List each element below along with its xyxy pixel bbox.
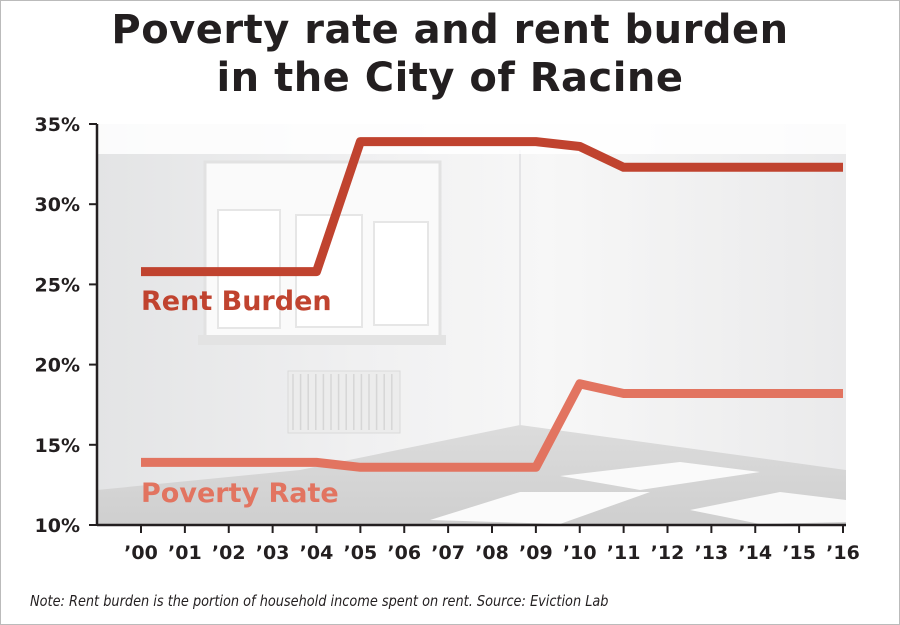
chart-title-line-2: in the City of Racine bbox=[216, 55, 684, 101]
chart-note: Note: Rent burden is the portion of hous… bbox=[30, 592, 609, 610]
series-layer bbox=[141, 137, 843, 472]
floor-light-patch bbox=[430, 492, 650, 524]
axes: 35% 30% 25% 20% 15% 10% ’00 ’01 ’02 ’03 ’04 ’05 ’06 ’… bbox=[35, 114, 860, 564]
floor-light-patch bbox=[690, 492, 846, 524]
x-tick-label: ’05 bbox=[344, 542, 378, 564]
x-tick-label: ’08 bbox=[475, 542, 509, 564]
chart-title-line-1: Poverty rate and rent burden bbox=[111, 7, 789, 53]
x-tick-label: ’04 bbox=[300, 542, 334, 564]
x-tick-label: ’03 bbox=[256, 542, 290, 564]
radiator-body bbox=[287, 370, 401, 434]
x-tick-label: ’00 bbox=[124, 542, 158, 564]
x-tick-label: ’14 bbox=[738, 542, 772, 564]
x-tick-label: ’13 bbox=[695, 542, 729, 564]
series-poverty-rate bbox=[141, 379, 843, 472]
x-tick-label: ’06 bbox=[387, 542, 421, 564]
series-labels: Rent Burden Poverty Rate bbox=[141, 286, 339, 509]
x-tick-label: ’15 bbox=[782, 542, 816, 564]
floor bbox=[97, 425, 846, 525]
series-rent-burden bbox=[141, 137, 843, 277]
y-tick-label: 15% bbox=[35, 435, 80, 457]
y-tick-label: 20% bbox=[35, 355, 80, 377]
series-line-poverty-rate bbox=[141, 379, 843, 472]
y-tick-label: 10% bbox=[35, 515, 80, 537]
x-tick-label: ’02 bbox=[212, 542, 246, 564]
y-tick-label: 35% bbox=[35, 114, 80, 136]
y-tick-label: 25% bbox=[35, 274, 80, 296]
radiator bbox=[287, 370, 401, 434]
x-tick-label: ’01 bbox=[168, 542, 202, 564]
window-pane bbox=[373, 221, 429, 326]
x-tick-label: ’10 bbox=[563, 542, 597, 564]
y-tick-label: 30% bbox=[35, 194, 80, 216]
background-room-photo bbox=[97, 124, 846, 525]
floor-light-patch bbox=[560, 462, 760, 490]
x-tick-label: ’11 bbox=[607, 542, 641, 564]
x-tick-label: ’07 bbox=[431, 542, 465, 564]
series-label-poverty-rate: Poverty Rate bbox=[141, 478, 339, 509]
window-sill bbox=[198, 335, 446, 345]
x-tick-label: ’12 bbox=[651, 542, 685, 564]
chart-title: Poverty rate and rent burden in the City… bbox=[0, 6, 900, 102]
series-line-rent-burden bbox=[141, 137, 843, 277]
series-label-rent-burden: Rent Burden bbox=[141, 286, 332, 317]
x-tick-label: ’16 bbox=[826, 542, 860, 564]
x-tick-label: ’09 bbox=[519, 542, 553, 564]
